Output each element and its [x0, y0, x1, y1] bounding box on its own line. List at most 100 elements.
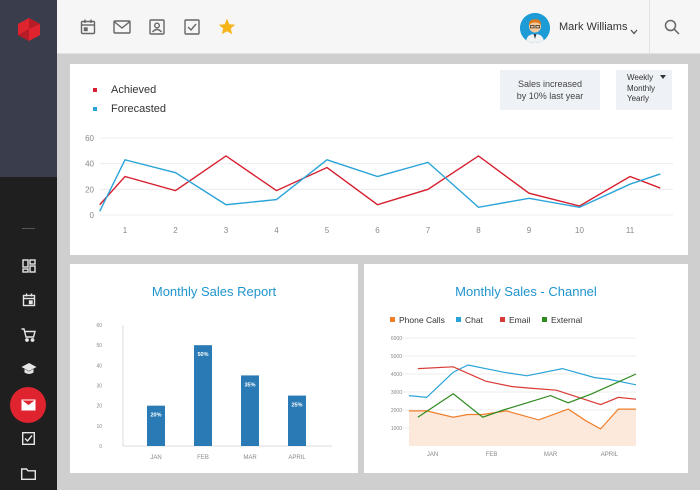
monthly-sales-report-panel: Monthly Sales Report 0 10 20 30 40 50 60 20% JAN… [70, 264, 358, 473]
calendar-icon[interactable] [15, 286, 42, 313]
legend-label: External [551, 315, 582, 325]
series-line-chat [408, 364, 637, 399]
legend-swatch [93, 88, 97, 92]
x-tick-label: 8 [476, 226, 481, 235]
legend-label: Forecasted [111, 103, 167, 115]
user-name[interactable]: Mark Williams [559, 21, 628, 33]
x-tick-label: APRIL [288, 455, 306, 461]
x-tick-label: 2 [173, 226, 178, 235]
calendar-icon[interactable] [77, 16, 99, 38]
series-line-forecasted [99, 158, 661, 212]
checkbox-icon[interactable] [15, 425, 42, 452]
legend-label: Chat [465, 315, 484, 325]
bar-mar [241, 375, 259, 446]
y-tick-label: 1000 [391, 426, 402, 432]
star-icon[interactable] [216, 16, 238, 38]
x-tick-label: 9 [527, 226, 532, 235]
legend-item-achieved: Achieved [93, 84, 156, 96]
mail-icon[interactable] [111, 16, 133, 38]
data-label: 20% [150, 413, 161, 419]
sales-overview-panel: Achieved Forecasted Sales increased by 1… [70, 64, 688, 255]
legend-swatch [542, 317, 547, 322]
data-label: 35% [244, 382, 255, 388]
sales-line-chart: 0 20 40 60 1 2 3 4 5 6 7 8 9 10 11 [85, 134, 673, 235]
data-label: 50% [197, 352, 208, 358]
sidebar-divider [22, 228, 35, 229]
x-tick-label: 3 [224, 226, 229, 235]
period-option-yearly[interactable]: Yearly [627, 94, 649, 103]
period-select[interactable]: Weekly Monthly Yearly [616, 70, 672, 110]
contact-card-icon[interactable] [146, 16, 168, 38]
x-tick-label: 10 [575, 226, 584, 235]
x-tick-label: FEB [197, 455, 209, 461]
folder-icon[interactable] [15, 460, 42, 487]
x-tick-label: FEB [486, 452, 498, 458]
top-bar: Mark Williams [57, 0, 700, 54]
sales-channel-line-chart: Phone Calls Chat Email External 1000 2000 3000… [390, 315, 637, 458]
y-tick-label: 3000 [391, 390, 402, 396]
divider [649, 0, 650, 54]
y-tick-label: 10 [96, 424, 102, 430]
graduation-cap-icon[interactable] [15, 355, 42, 382]
y-tick-label: 0 [90, 211, 95, 220]
legend-swatch [390, 317, 395, 322]
legend-label: Email [509, 315, 530, 325]
data-label: 25% [291, 403, 302, 409]
x-tick-label: 4 [274, 226, 279, 235]
y-tick-label: 5000 [391, 354, 402, 360]
x-tick-label: JAN [150, 455, 161, 461]
legend-label: Achieved [111, 84, 157, 96]
series-line-achieved [99, 155, 661, 207]
x-tick-label: 6 [375, 226, 380, 235]
x-tick-label: 1 [123, 226, 128, 235]
y-tick-label: 30 [96, 384, 102, 390]
legend-swatch [456, 317, 461, 322]
phone-calls-area [409, 409, 636, 446]
info-text-line: by 10% last year [516, 91, 584, 101]
panel-title: Monthly Sales - Channel [455, 284, 597, 299]
bar-april [288, 395, 306, 446]
sales-info-box: Sales increased by 10% last year [500, 70, 600, 110]
y-tick-label: 4000 [391, 372, 402, 378]
x-tick-label: JAN [427, 452, 438, 458]
y-tick-label: 60 [96, 323, 102, 329]
series-line-external [417, 373, 637, 418]
x-tick-label: APRIL [601, 452, 619, 458]
monthly-sales-bar-chart: 0 10 20 30 40 50 60 20% JAN 50% FEB 35% MAR 25% APRIL [96, 323, 332, 461]
chevron-down-icon[interactable] [630, 22, 638, 40]
app-logo[interactable] [0, 0, 57, 57]
x-tick-label: MAR [243, 455, 257, 461]
y-tick-label: 40 [85, 160, 94, 169]
period-option-monthly[interactable]: Monthly [627, 83, 656, 93]
y-tick-label: 50 [96, 343, 102, 349]
legend-swatch [500, 317, 505, 322]
bar-jan [147, 405, 165, 446]
y-tick-label: 20 [85, 185, 94, 194]
avatar[interactable] [520, 13, 550, 43]
y-tick-label: 2000 [391, 408, 402, 414]
series-line-email [417, 366, 637, 406]
x-tick-label: MAR [544, 452, 558, 458]
y-tick-label: 20 [96, 404, 102, 410]
caret-down-icon[interactable] [660, 75, 666, 79]
legend-swatch [93, 107, 97, 111]
dashboard-icon[interactable] [15, 252, 42, 279]
series-line-phone-calls [409, 408, 636, 430]
y-tick-label: 6000 [391, 336, 402, 342]
sidebar [0, 0, 57, 490]
legend-item-forecasted: Forecasted [93, 103, 166, 115]
y-tick-label: 60 [85, 134, 94, 143]
cart-icon[interactable] [15, 321, 42, 348]
sales-channel-panel: Monthly Sales - Channel Phone Calls Chat E… [364, 264, 688, 473]
x-tick-label: 11 [626, 226, 635, 235]
x-tick-label: 5 [325, 226, 330, 235]
legend-label: Phone Calls [399, 315, 445, 325]
y-tick-label: 40 [96, 363, 102, 369]
x-tick-label: 7 [426, 226, 431, 235]
checkbox-icon[interactable] [181, 16, 203, 38]
mail-icon[interactable] [10, 387, 46, 423]
search-icon[interactable] [660, 15, 684, 39]
panel-title: Monthly Sales Report [151, 284, 277, 299]
period-option-weekly[interactable]: Weekly [627, 73, 654, 82]
bar-feb [194, 345, 212, 446]
